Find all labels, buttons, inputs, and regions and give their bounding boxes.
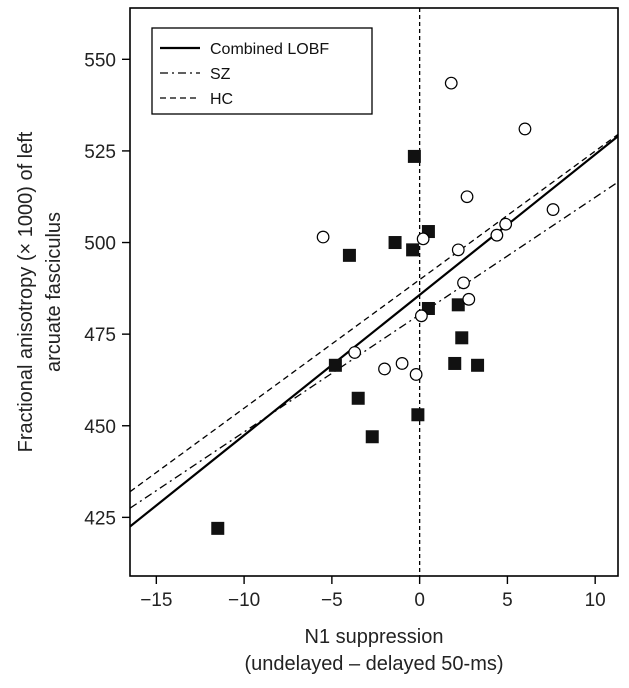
sz-point-6 bbox=[406, 243, 420, 257]
y-tick-label-4: 525 bbox=[84, 142, 116, 163]
sz-point-2 bbox=[342, 248, 356, 262]
x-tick-label-5: 10 bbox=[585, 590, 606, 611]
hc-point-4 bbox=[409, 368, 423, 381]
x-tick-label-2: −5 bbox=[321, 590, 343, 611]
sz-point-8 bbox=[411, 408, 425, 422]
y-tick-label-5: 550 bbox=[84, 50, 116, 71]
y-axis-title: Fractional anisotropy (× 1000) of left bbox=[15, 131, 37, 452]
fit-line-sz bbox=[130, 181, 618, 509]
sz-point-14 bbox=[471, 358, 485, 372]
hc-point-6 bbox=[416, 232, 430, 246]
hc-point-12 bbox=[490, 228, 504, 242]
hc-point-13 bbox=[499, 217, 513, 231]
hc-point-10 bbox=[460, 190, 474, 204]
sz-point-5 bbox=[388, 236, 402, 250]
hc-point-15 bbox=[546, 203, 560, 216]
plot-frame bbox=[129, 7, 619, 577]
x-tick-label-3: 0 bbox=[414, 590, 425, 611]
axes: −15 −10 −5 0 5 10 425 450 475 500 525 550 bbox=[84, 50, 605, 611]
hc-point-8 bbox=[451, 243, 465, 257]
legend-label-hc: HC bbox=[210, 91, 233, 108]
sz-point-1 bbox=[328, 358, 342, 372]
hc-point-3 bbox=[395, 357, 409, 370]
x-axis-title-line2: (undelayed – delayed 50-ms) bbox=[244, 653, 503, 675]
x-axis-title: N1 suppression bbox=[305, 626, 444, 648]
y-tick-label-1: 450 bbox=[84, 417, 116, 438]
hc-point-14 bbox=[518, 122, 532, 136]
sz-point-12 bbox=[451, 298, 465, 312]
hc-point-7 bbox=[444, 76, 458, 90]
fit-line-combined-lobf bbox=[130, 135, 618, 528]
sz-point-13 bbox=[455, 331, 469, 345]
sz-point-7 bbox=[407, 149, 421, 163]
y-tick-label-0: 425 bbox=[84, 508, 116, 529]
x-tick-label-1: −10 bbox=[228, 590, 260, 611]
hc-point-11 bbox=[462, 292, 476, 306]
plot-area bbox=[130, 8, 618, 576]
sz-point-11 bbox=[448, 356, 462, 370]
hc-point-2 bbox=[378, 362, 391, 376]
hc-point-5 bbox=[414, 309, 428, 323]
y-tick-label-2: 475 bbox=[84, 325, 116, 346]
legend-box bbox=[151, 27, 373, 115]
x-tick-label-4: 5 bbox=[502, 590, 513, 611]
fit-line-hc bbox=[130, 133, 618, 493]
hc-point-0 bbox=[316, 230, 330, 244]
hc-point-9 bbox=[457, 276, 470, 290]
legend-label-sz: SZ bbox=[210, 66, 231, 83]
legend: Combined LOBF SZ HC bbox=[151, 27, 373, 115]
sz-point-0 bbox=[211, 521, 225, 535]
hc-point-1 bbox=[348, 346, 362, 359]
sz-point-3 bbox=[351, 391, 365, 405]
legend-label-combined: Combined LOBF bbox=[210, 41, 329, 58]
y-tick-label-3: 500 bbox=[84, 234, 116, 255]
x-tick-label-0: −15 bbox=[140, 590, 172, 611]
sz-point-4 bbox=[365, 430, 379, 444]
y-axis-title-line2: arcuate fasciculus bbox=[43, 212, 65, 372]
